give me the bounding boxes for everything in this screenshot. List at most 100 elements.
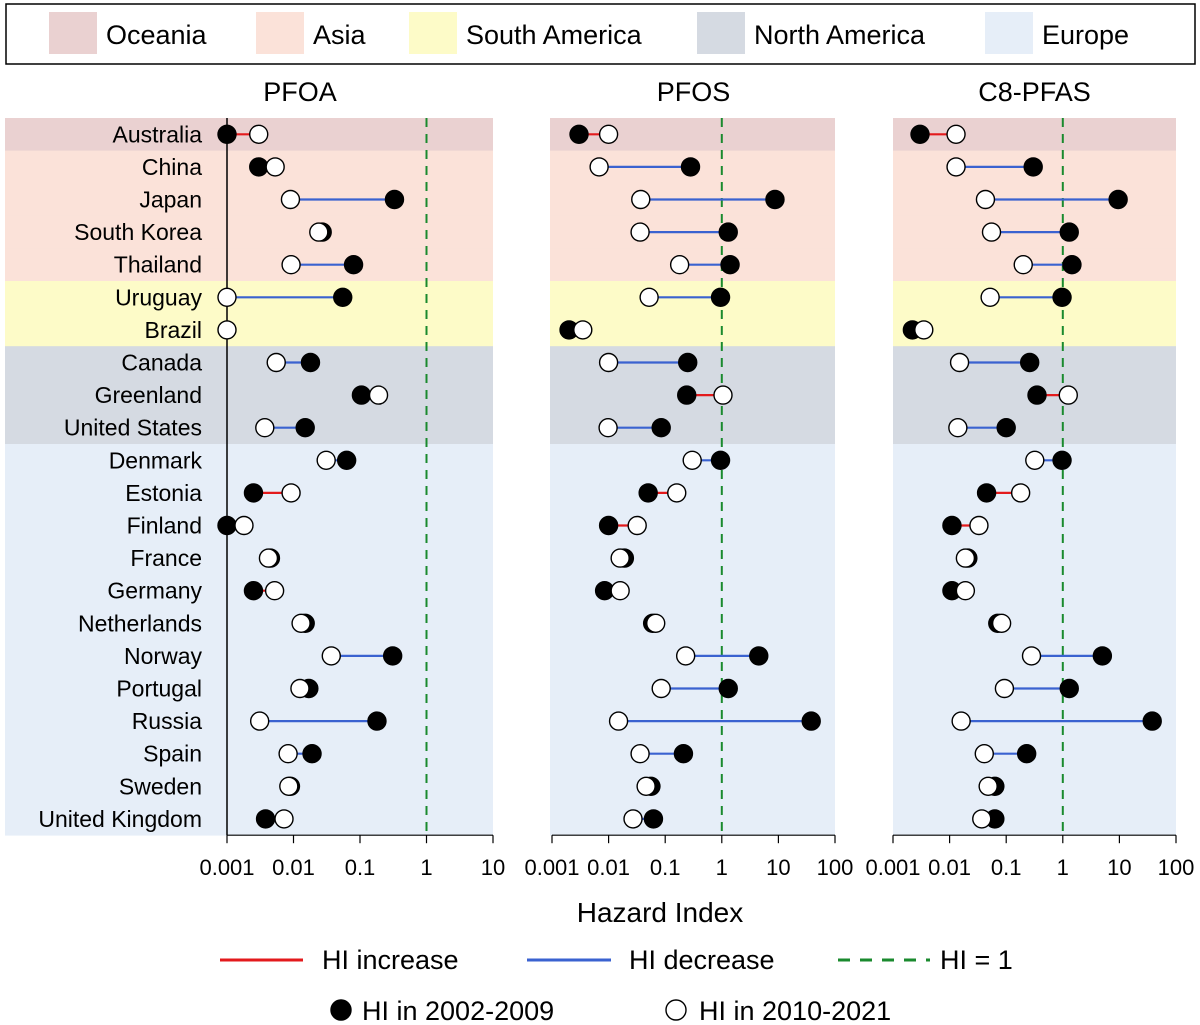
country-label-norway: Norway	[124, 643, 202, 669]
point-2002-2009-russia	[801, 711, 821, 731]
region-band-europe	[550, 574, 835, 608]
point-2010-2021-japan	[631, 189, 651, 210]
legend-label-asia: Asia	[313, 20, 367, 50]
legend-label-2002-2009: HI in 2002-2009	[362, 996, 554, 1025]
point-2010-2021-germany	[264, 581, 285, 601]
panel-title: PFOS	[657, 77, 731, 107]
country-label-uruguay: Uruguay	[115, 284, 202, 310]
point-2010-2021-spain	[630, 744, 650, 764]
point-2002-2009-denmark	[710, 450, 731, 470]
point-2002-2009-estonia	[976, 483, 997, 503]
country-label-australia: Australia	[113, 121, 203, 147]
legend-label-2010-2021: HI in 2010-2021	[699, 996, 891, 1025]
country-label-russia: Russia	[132, 708, 203, 734]
point-2002-2009-finland	[942, 515, 962, 536]
x-tick-label: 0.001	[524, 855, 579, 880]
region-band-south-america	[893, 313, 1176, 347]
point-2010-2021-russia	[249, 711, 270, 731]
region-band-north-america	[893, 411, 1176, 445]
marker-legend: HI in 2002-2009 HI in 2010-2021	[330, 996, 891, 1025]
point-2002-2009-spain	[302, 744, 322, 764]
country-label-denmark: Denmark	[109, 447, 203, 473]
region-band-europe	[5, 770, 493, 803]
x-tick-label: 0.001	[199, 855, 254, 880]
point-2010-2021-denmark	[1025, 450, 1045, 470]
point-2002-2009-germany	[243, 581, 264, 601]
point-2002-2009-japan	[384, 189, 405, 210]
legend-label-reference: HI = 1	[940, 945, 1013, 975]
point-2010-2021-australia	[598, 124, 619, 145]
region-band-europe	[893, 607, 1176, 640]
legend-label-decrease: HI decrease	[629, 945, 775, 975]
point-2010-2021-finland	[969, 515, 989, 536]
point-2002-2009-south-korea	[718, 222, 738, 242]
region-band-south-america	[5, 313, 493, 347]
point-2002-2009-china	[249, 157, 269, 177]
panel-c8-pfas: C8-PFAS 0.001 0.01 0.1 1 10 100	[865, 77, 1194, 880]
point-2002-2009-greenland	[677, 385, 697, 405]
region-band-europe	[550, 541, 835, 575]
legend-swatch-north-america	[697, 12, 745, 54]
point-2010-2021-brazil	[217, 320, 237, 340]
country-label-brazil: Brazil	[144, 317, 202, 343]
country-label-south-korea: South Korea	[74, 219, 202, 245]
point-2010-2021-brazil	[914, 320, 934, 340]
point-2010-2021-canada	[266, 352, 286, 373]
point-2010-2021-denmark	[682, 450, 702, 470]
point-2010-2021-canada	[598, 352, 619, 373]
point-2010-2021-japan	[975, 189, 996, 210]
region-band-europe	[550, 770, 835, 803]
point-2010-2021-sweden	[978, 776, 998, 796]
region-band-europe	[893, 541, 1176, 575]
legend-label-increase: HI increase	[322, 945, 459, 975]
x-tick-label: 0.01	[587, 855, 630, 880]
point-2010-2021-japan	[280, 189, 301, 210]
region-band-asia	[5, 150, 493, 184]
point-2010-2021-denmark	[316, 450, 336, 470]
country-label-portugal: Portugal	[116, 676, 202, 702]
point-2002-2009-japan	[1108, 189, 1128, 210]
point-2002-2009-china	[1023, 157, 1043, 177]
point-2002-2009-united-kingdom	[643, 809, 664, 829]
x-tick-label: 0.1	[991, 855, 1022, 880]
point-2002-2009-australia	[217, 124, 237, 145]
point-2002-2009-spain	[1016, 744, 1037, 764]
region-band-asia	[5, 215, 493, 249]
point-2010-2021-greenland	[713, 385, 733, 405]
point-2010-2021-uruguay	[980, 287, 1000, 307]
point-2010-2021-australia	[249, 124, 269, 145]
country-label-france: France	[130, 545, 202, 571]
point-2010-2021-germany	[610, 581, 630, 601]
panel-title: PFOA	[263, 77, 337, 107]
region-band-europe	[893, 770, 1176, 803]
region-band-europe	[5, 541, 493, 575]
region-band-europe	[893, 574, 1176, 608]
point-2010-2021-united-states	[598, 418, 618, 438]
region-band-europe	[550, 476, 835, 510]
point-2010-2021-norway	[675, 646, 696, 666]
country-label-thailand: Thailand	[114, 252, 202, 278]
x-tick-label: 1	[1057, 855, 1069, 880]
point-2010-2021-south-korea	[309, 222, 329, 242]
region-band-north-america	[5, 378, 493, 412]
legend-swatch-oceania	[49, 12, 97, 54]
x-tick-label: 0.01	[272, 855, 315, 880]
point-2002-2009-uruguay	[1052, 287, 1072, 307]
point-2002-2009-thailand	[1062, 255, 1082, 275]
point-2010-2021-netherlands	[646, 613, 666, 633]
point-2002-2009-united-kingdom	[255, 809, 276, 829]
region-band-europe	[5, 607, 493, 640]
legend-label-south-america: South America	[466, 20, 643, 50]
panel-title: C8-PFAS	[978, 77, 1091, 107]
point-2010-2021-france	[610, 548, 630, 568]
point-2010-2021-estonia	[1010, 483, 1031, 503]
region-band-europe	[550, 607, 835, 640]
point-2010-2021-thailand	[1013, 255, 1033, 275]
x-tick-label: 100	[1158, 855, 1195, 880]
point-2010-2021-thailand	[281, 255, 301, 275]
point-2002-2009-greenland	[1027, 385, 1047, 405]
x-tick-label: 0.1	[650, 855, 681, 880]
point-2010-2021-portugal	[651, 678, 671, 699]
point-2002-2009-united-states	[651, 418, 671, 438]
x-tick-label: 0.1	[345, 855, 376, 880]
